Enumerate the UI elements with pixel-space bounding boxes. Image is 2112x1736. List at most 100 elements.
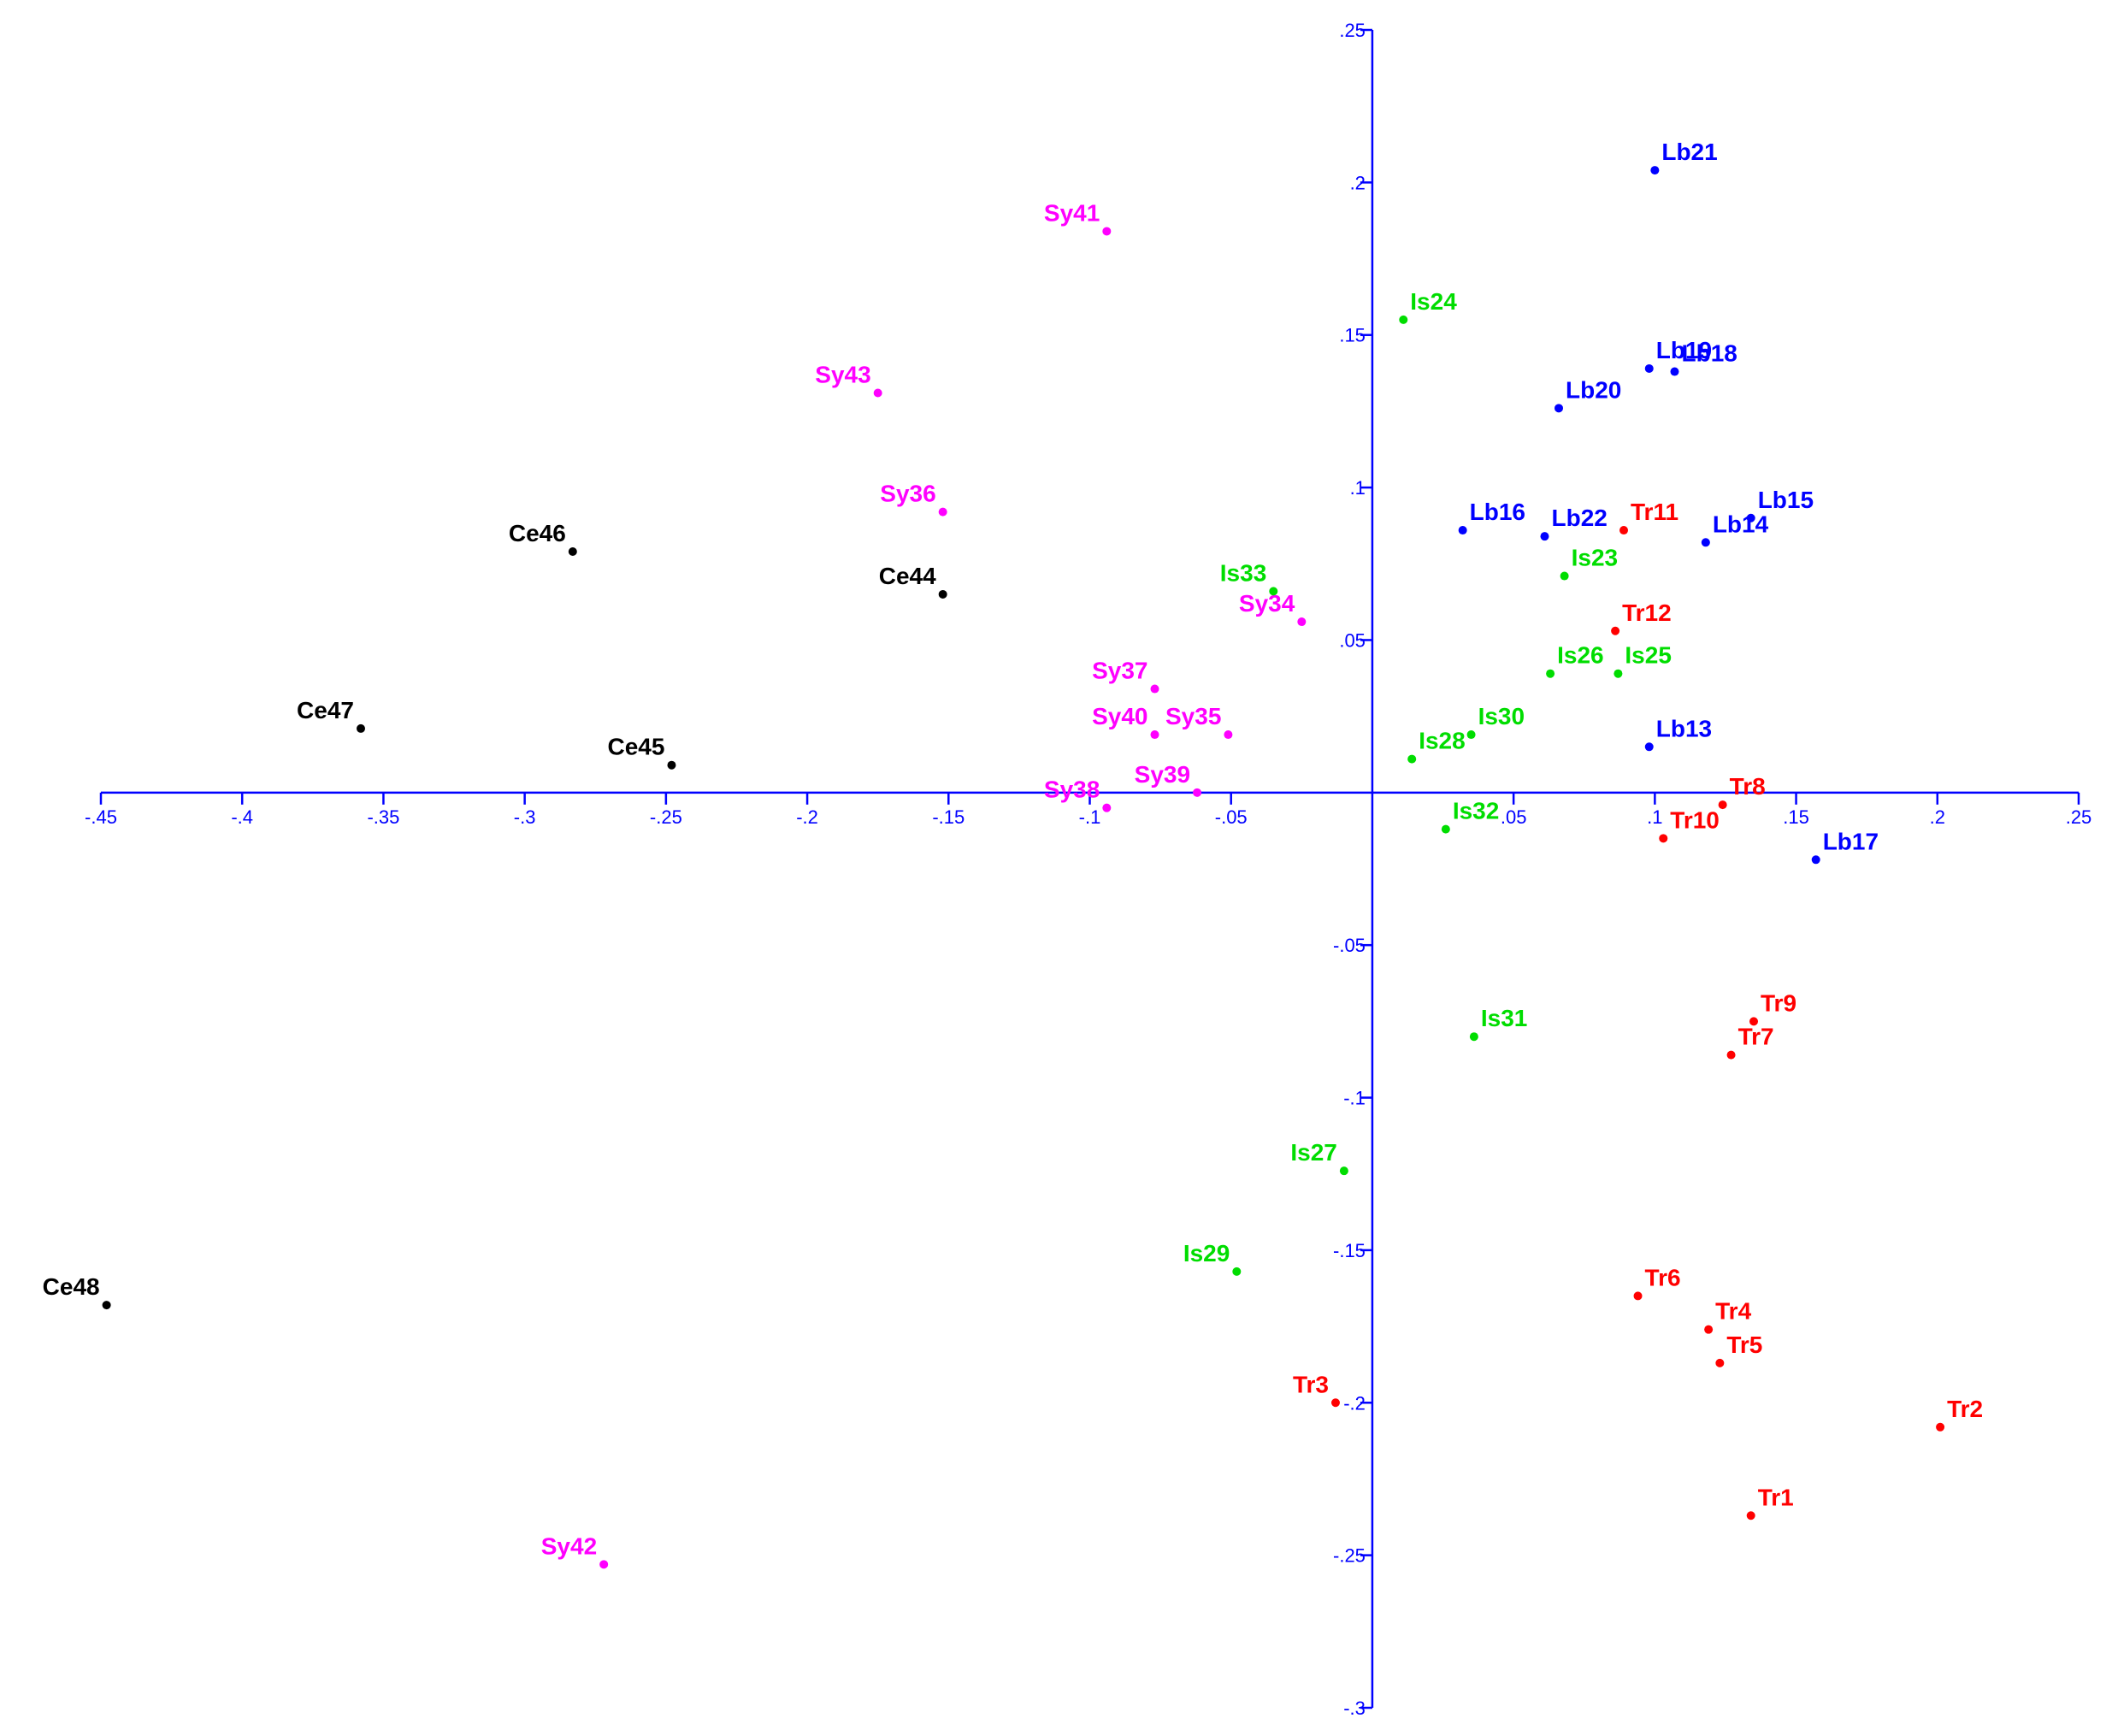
- y-tick-label: .15: [1339, 325, 1366, 346]
- point-label: Is26: [1557, 642, 1604, 669]
- y-tick-label: -.1: [1343, 1088, 1366, 1109]
- point: [1746, 513, 1755, 523]
- point-label: Ce48: [43, 1273, 100, 1300]
- point: [938, 507, 947, 517]
- x-tick-label: .1: [1647, 806, 1662, 828]
- point-label: Tr2: [1947, 1396, 1983, 1422]
- point: [1644, 742, 1654, 752]
- point: [873, 388, 882, 398]
- point: [1560, 571, 1569, 581]
- point: [1613, 669, 1623, 678]
- point-label: Sy43: [815, 362, 870, 388]
- point: [1611, 626, 1620, 635]
- point-label: Lb18: [1681, 340, 1737, 367]
- point: [1746, 1511, 1755, 1520]
- x-tick-label: -.1: [1079, 806, 1101, 828]
- point-label: Is31: [1481, 1005, 1528, 1031]
- point-label: Is29: [1183, 1240, 1230, 1267]
- point: [1659, 834, 1668, 843]
- x-tick-label: -.3: [514, 806, 536, 828]
- point-label: Lb17: [1823, 828, 1879, 854]
- point: [1441, 824, 1450, 834]
- point: [1232, 1267, 1242, 1276]
- point-label: Sy36: [880, 481, 935, 507]
- x-tick-label: -.25: [650, 806, 682, 828]
- point: [1936, 1422, 1945, 1432]
- point-label: Is32: [1453, 798, 1500, 824]
- point-label: Tr1: [1758, 1484, 1794, 1510]
- point: [1704, 1325, 1714, 1334]
- point: [1102, 227, 1112, 236]
- point-label: Lb15: [1758, 487, 1814, 513]
- point: [1811, 855, 1820, 865]
- x-tick-label: -.4: [231, 806, 253, 828]
- point: [1297, 617, 1307, 627]
- point: [667, 760, 676, 770]
- point-label: Is33: [1220, 559, 1267, 586]
- x-tick-label: .15: [1783, 806, 1809, 828]
- point: [1466, 730, 1476, 740]
- point-label: Tr7: [1738, 1024, 1774, 1050]
- point: [1339, 1166, 1348, 1176]
- point-label: Lb14: [1713, 511, 1769, 537]
- y-tick-label: .25: [1339, 20, 1366, 41]
- point-label: Tr5: [1726, 1332, 1762, 1358]
- x-tick-label: .25: [2066, 806, 2092, 828]
- y-tick-label: .2: [1350, 172, 1366, 193]
- point: [1102, 803, 1112, 812]
- point: [1407, 754, 1417, 764]
- point: [1330, 1398, 1340, 1408]
- point: [1555, 404, 1564, 413]
- point: [938, 589, 947, 599]
- y-tick-label: -.2: [1343, 1392, 1366, 1414]
- point: [1399, 315, 1408, 324]
- point: [1633, 1291, 1643, 1301]
- point-label: Sy35: [1165, 703, 1221, 729]
- point: [1546, 669, 1555, 678]
- point: [356, 723, 365, 733]
- point: [1269, 587, 1278, 596]
- y-tick-label: -.15: [1333, 1240, 1366, 1261]
- point-label: Tr11: [1631, 499, 1678, 525]
- point-label: Tr10: [1670, 806, 1720, 833]
- point: [1458, 526, 1467, 535]
- point: [1715, 1358, 1725, 1367]
- point-label: Tr12: [1622, 599, 1672, 626]
- point-label: Sy38: [1044, 776, 1100, 803]
- point-label: Tr6: [1645, 1264, 1681, 1290]
- x-tick-label: -.15: [932, 806, 965, 828]
- point: [1718, 800, 1727, 810]
- point-label: Is23: [1572, 545, 1619, 571]
- x-tick-label: -.45: [85, 806, 117, 828]
- x-tick-label: .05: [1501, 806, 1527, 828]
- point: [1619, 526, 1629, 535]
- y-tick-label: -.05: [1333, 935, 1366, 956]
- point: [1469, 1032, 1478, 1042]
- point-label: Is25: [1625, 642, 1672, 669]
- point: [1701, 538, 1710, 547]
- x-tick-label: -.2: [796, 806, 818, 828]
- point-label: Sy34: [1239, 590, 1295, 617]
- y-tick-label: .1: [1350, 477, 1366, 499]
- point-label: Ce47: [297, 697, 354, 723]
- point: [1644, 363, 1654, 373]
- point: [1193, 788, 1202, 797]
- point: [1540, 532, 1549, 541]
- point: [1670, 367, 1679, 376]
- point-label: Ce45: [608, 734, 665, 760]
- point-label: Tr9: [1761, 989, 1796, 1016]
- point-label: Lb19: [1656, 337, 1712, 363]
- point-label: Lb20: [1566, 376, 1621, 403]
- point-label: Is28: [1419, 728, 1466, 754]
- x-tick-label: -.35: [367, 806, 399, 828]
- point: [1749, 1017, 1759, 1026]
- point-label: Lb13: [1656, 715, 1712, 741]
- point: [1650, 166, 1660, 175]
- y-tick-label: -.25: [1333, 1545, 1366, 1567]
- point-label: Tr3: [1293, 1371, 1329, 1397]
- point-label: Is30: [1478, 703, 1525, 729]
- point: [1224, 730, 1233, 740]
- point-label: Sy40: [1092, 703, 1147, 729]
- point-label: Ce46: [509, 520, 566, 546]
